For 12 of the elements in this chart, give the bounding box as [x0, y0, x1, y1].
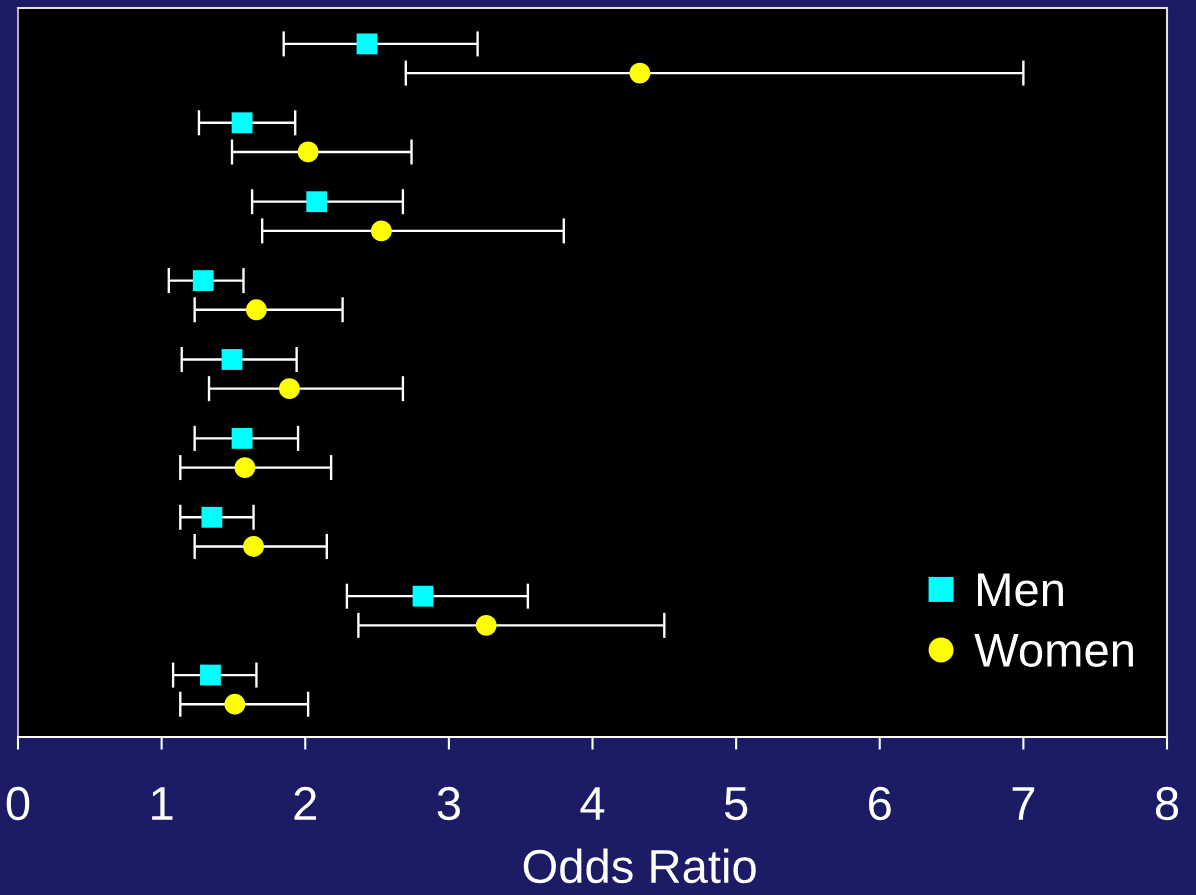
- x-tick-label: 1: [152, 787, 173, 820]
- legend-label: Men: [978, 573, 1063, 607]
- x-tick-label: 8: [1155, 786, 1179, 821]
- x-tick-label: 4: [580, 787, 605, 820]
- x-tick-label: 7: [1012, 787, 1035, 820]
- x-tick-label: 2: [294, 786, 317, 820]
- x-tick-label: 0: [6, 786, 30, 821]
- x-tick-label: 5: [724, 787, 748, 821]
- legend-label: Women: [974, 633, 1133, 667]
- x-axis-title: Odds Ratio: [523, 848, 756, 884]
- x-tick-label: 3: [437, 786, 460, 821]
- x-tick-label: 6: [869, 786, 891, 821]
